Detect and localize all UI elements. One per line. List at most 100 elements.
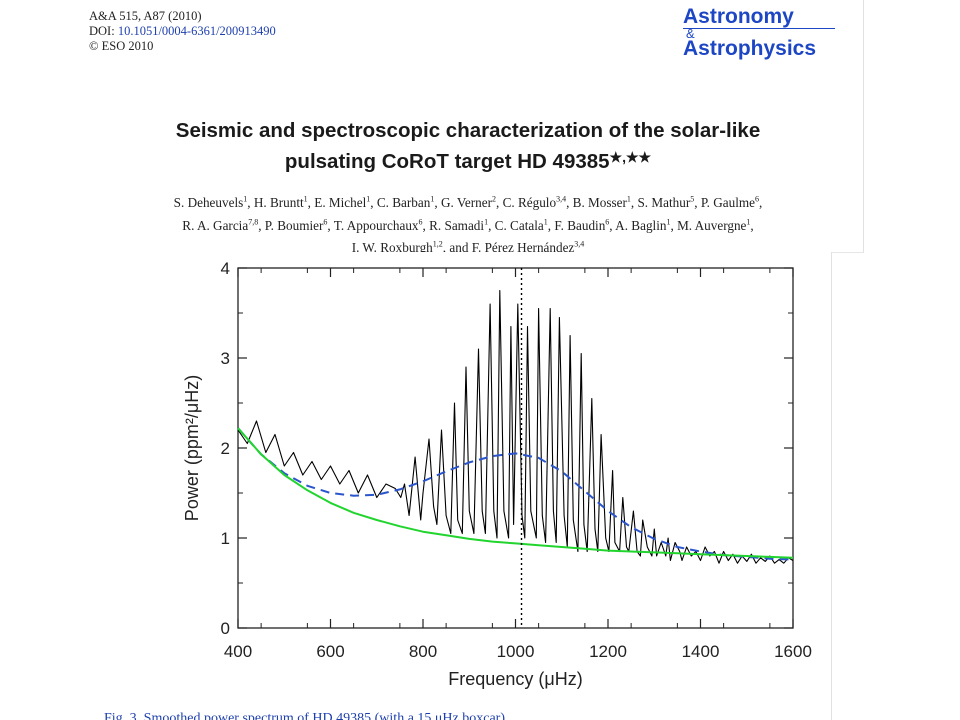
author-affiliation: 5 — [690, 195, 695, 204]
author-affiliation: 2 — [491, 195, 496, 204]
author-separator: , — [370, 195, 377, 211]
paper-header: A&A 515, A87 (2010) DOI: 10.1051/0004-63… — [73, 0, 864, 255]
author: M. Auvergne1, — [677, 217, 754, 233]
author-separator: , — [670, 217, 678, 233]
author: F. Baudin6, — [554, 217, 616, 233]
y-axis-label: Power (ppm²/μHz) — [182, 375, 202, 521]
author-name: C. Catala — [494, 217, 544, 233]
author: F. Pérez Hernández3,4 — [472, 240, 585, 255]
author-name: E. Michel — [314, 195, 367, 211]
x-tick-label: 600 — [316, 642, 344, 661]
figure-caption-peek: Fig. 3. Smoothed power spectrum of HD 49… — [104, 711, 505, 720]
author-name: F. Baudin — [554, 217, 606, 233]
author: R. Samadi1, — [429, 217, 495, 233]
author-separator: , and — [442, 240, 472, 256]
x-tick-label: 800 — [409, 642, 437, 661]
author-name: R. A. Garcia — [182, 217, 249, 233]
journal-reference: A&A 515, A87 (2010) — [89, 9, 202, 23]
copyright-notice: © ESO 2010 — [89, 39, 154, 53]
author-separator: , — [759, 195, 763, 211]
author: C. Régulo3,4, — [503, 195, 573, 210]
author-name: I. W. Roxburgh — [351, 240, 433, 256]
journal-logo-ampersand: & — [686, 26, 695, 41]
author: H. Bruntt1, — [254, 195, 314, 210]
author-affiliation: 1 — [484, 217, 489, 227]
y-tick-label: 2 — [221, 439, 230, 458]
author: P. Gaulme6, — [701, 195, 763, 210]
author: E. Michel1, — [314, 195, 377, 210]
author-name: P. Boumier — [264, 217, 324, 233]
journal-logo-word-astrophysics: Astrophysics — [683, 37, 817, 60]
author-separator: , — [327, 217, 334, 233]
author-separator: , — [566, 195, 573, 211]
author-name: A. Baglin — [615, 217, 667, 233]
author-affiliation: 1 — [626, 195, 631, 204]
author-separator: , — [422, 217, 430, 233]
author: C. Catala1, — [494, 217, 555, 233]
doi-link[interactable]: 10.1051/0004-6361/200913490 — [117, 24, 276, 38]
x-tick-label: 1600 — [774, 642, 812, 661]
gaussian-envelope-fit-line — [237, 427, 794, 561]
author-separator: , — [547, 217, 555, 233]
smoothed-power-spectrum-line — [237, 289, 794, 564]
x-tick-label: 1000 — [497, 642, 535, 661]
author-name: F. Pérez Hernández — [471, 240, 575, 256]
author-affiliation: 1 — [746, 217, 751, 227]
author-affiliation: 1 — [543, 217, 548, 227]
y-tick-label: 3 — [221, 349, 230, 368]
author-affiliation: 1 — [366, 195, 371, 204]
author-name: T. Appourchaux — [333, 217, 419, 233]
paper-title-line-2: pulsating CoRoT target HD 49385★,★★ — [73, 144, 863, 175]
x-tick-label: 400 — [224, 642, 252, 661]
author: A. Baglin1, — [615, 217, 678, 233]
author-name: C. Régulo — [502, 195, 557, 211]
x-tick-label: 1400 — [682, 642, 720, 661]
author: T. Appourchaux6, — [333, 217, 430, 233]
y-tick-label: 0 — [221, 619, 230, 638]
author-name: R. Samadi — [429, 217, 485, 233]
author-separator: , — [694, 195, 701, 211]
author-name: C. Barban — [376, 195, 431, 211]
author: B. Mosser1, — [573, 195, 638, 210]
author-name: S. Deheuvels — [173, 195, 244, 211]
author-affiliation: 1 — [430, 195, 435, 204]
author: R. A. Garcia7,8, — [182, 217, 265, 233]
author-separator: , — [434, 195, 441, 211]
author: G. Verner2, — [441, 195, 503, 210]
author-affiliation: 1 — [303, 195, 308, 204]
author: C. Barban1, — [377, 195, 441, 210]
background-fit-line — [237, 427, 794, 559]
journal-logo: Astronomy & Astrophysics — [683, 6, 835, 59]
author-affiliation: 1,2 — [432, 239, 443, 249]
title-footnote-stars: ★,★★ — [609, 149, 652, 165]
author-name: P. Gaulme — [700, 195, 756, 211]
author-name: B. Mosser — [572, 195, 627, 211]
paper-title-line-2-text: pulsating CoRoT target HD 49385 — [284, 150, 610, 173]
author-list: S. Deheuvels1, H. Bruntt1, E. Michel1, C… — [73, 190, 863, 257]
author: P. Boumier6, — [264, 217, 334, 233]
author-affiliation: 1 — [666, 217, 671, 227]
author-affiliation: 3,4 — [556, 195, 567, 204]
author: S. Mathur5, — [637, 195, 700, 210]
author: S. Deheuvels1, — [174, 195, 254, 210]
author-separator: , — [609, 217, 616, 233]
author-separator: , — [247, 195, 254, 211]
author-separator: , — [307, 195, 315, 211]
author-separator: , — [258, 217, 265, 233]
author-affiliation: 6 — [418, 217, 423, 227]
author-affiliation: 7,8 — [248, 217, 259, 227]
doi-line: DOI: 10.1051/0004-6361/200913490 — [89, 24, 276, 39]
author-affiliation: 1 — [243, 195, 248, 204]
article-meta: A&A 515, A87 (2010) DOI: 10.1051/0004-63… — [89, 9, 276, 54]
y-tick-label: 4 — [221, 259, 230, 278]
author-separator: , — [495, 195, 503, 211]
author-name: G. Verner — [440, 195, 492, 211]
author-separator: , — [488, 217, 495, 233]
x-tick-label: 1200 — [589, 642, 627, 661]
paper-title: Seismic and spectroscopic characterizati… — [73, 118, 863, 175]
author-name: S. Mathur — [637, 195, 691, 211]
author-affiliation: 6 — [605, 217, 610, 227]
author-name: M. Auvergne — [677, 217, 747, 233]
author-affiliation: 3,4 — [574, 239, 585, 249]
power-spectrum-chart: 400 600 800 1000 1200 1400 1600 0 1 2 3 4 Frequency … — [182, 259, 812, 689]
